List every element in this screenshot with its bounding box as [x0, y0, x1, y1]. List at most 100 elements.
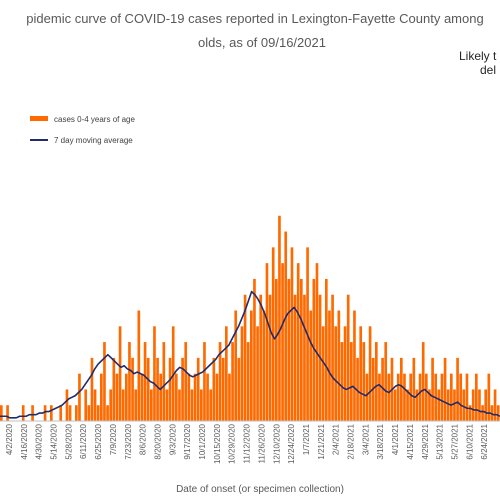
bar-77 — [240, 326, 244, 421]
bar-58 — [181, 357, 184, 421]
x-tick-label-8: 7/23/2020 — [124, 423, 133, 459]
bar-123 — [384, 342, 388, 421]
x-tick-label-22: 2/4/2021 — [332, 423, 341, 455]
bar-92 — [287, 278, 291, 421]
x-tick-label-1: 4/16/2020 — [20, 423, 29, 459]
bar-72 — [225, 326, 228, 421]
bar-156 — [487, 373, 491, 421]
bar-82 — [256, 326, 259, 421]
bar-75 — [234, 310, 238, 421]
bar-52 — [162, 342, 166, 421]
bar-79 — [246, 342, 250, 421]
legend-label-moving-average: 7 day moving average — [54, 136, 133, 145]
bar-45 — [140, 373, 144, 421]
x-tick-label-24: 3/4/2021 — [361, 423, 370, 455]
bar-152 — [475, 373, 478, 421]
bar-120 — [375, 342, 378, 421]
bar-96 — [300, 278, 303, 421]
bar-55 — [171, 326, 175, 421]
bar-50 — [156, 357, 159, 421]
x-tick-label-30: 5/27/2021 — [451, 423, 460, 459]
bar-41 — [128, 342, 131, 421]
x-tick-label-17: 11/26/2020 — [257, 423, 266, 463]
bar-118 — [368, 326, 372, 421]
bar-60 — [187, 373, 191, 421]
bar-47 — [146, 357, 150, 421]
bar-7 — [21, 405, 25, 421]
x-tick-label-26: 4/1/2021 — [391, 423, 400, 455]
bar-71 — [221, 357, 225, 421]
moving-average-line — [0, 290, 500, 419]
bar-124 — [387, 373, 391, 421]
x-tick-label-16: 11/12/2020 — [243, 423, 252, 463]
bar-99 — [309, 310, 313, 421]
bar-106 — [331, 294, 334, 421]
bar-39 — [121, 389, 125, 421]
bar-series — [0, 215, 500, 421]
annotation-line-2: del — [480, 63, 496, 77]
bar-93 — [290, 247, 294, 421]
bar-30 — [93, 389, 97, 421]
bar-32 — [100, 373, 103, 421]
bar-128 — [400, 357, 403, 421]
bar-151 — [471, 389, 475, 421]
bar-36 — [112, 357, 116, 421]
legend-swatch-cases — [30, 116, 48, 121]
bar-148 — [462, 389, 466, 421]
bar-27 — [84, 389, 88, 421]
bar-134 — [418, 373, 422, 421]
bar-49 — [153, 326, 156, 421]
bar-116 — [362, 342, 366, 421]
bar-112 — [350, 342, 353, 421]
bar-90 — [281, 263, 284, 421]
bar-144 — [450, 373, 453, 421]
bar-19 — [59, 405, 63, 421]
bar-149 — [465, 373, 469, 421]
bar-28 — [87, 405, 91, 421]
bar-69 — [215, 373, 219, 421]
bar-97 — [303, 294, 306, 421]
x-axis-title: Date of onset (or specimen collection) — [176, 484, 344, 495]
bar-145 — [453, 389, 456, 421]
bar-158 — [493, 389, 497, 421]
bar-59 — [184, 342, 188, 421]
bar-110 — [343, 326, 347, 421]
bar-81 — [253, 278, 256, 421]
x-tick-label-18: 12/10/2020 — [272, 423, 281, 464]
bar-73 — [228, 373, 231, 421]
x-tick-label-29: 5/13/2021 — [436, 423, 445, 459]
bar-121 — [378, 373, 381, 421]
bar-29 — [90, 357, 94, 421]
x-tick-label-12: 9/17/2020 — [183, 423, 192, 459]
bar-61 — [190, 389, 194, 421]
bar-34 — [106, 405, 109, 421]
bar-130 — [406, 389, 409, 421]
bar-105 — [328, 310, 331, 421]
bar-84 — [262, 310, 266, 421]
annotation-line-1: Likely t — [459, 49, 497, 63]
bar-150 — [468, 405, 472, 421]
bar-133 — [415, 389, 419, 421]
bar-141 — [440, 373, 444, 421]
bar-153 — [478, 389, 481, 421]
bar-94 — [293, 294, 297, 421]
bar-62 — [193, 373, 197, 421]
bar-107 — [334, 326, 338, 421]
bar-154 — [481, 405, 484, 421]
bar-76 — [237, 357, 241, 421]
x-tick-label-31: 6/10/2021 — [465, 423, 474, 459]
bar-103 — [321, 326, 325, 421]
bar-16 — [50, 405, 53, 421]
bar-57 — [178, 389, 181, 421]
bar-127 — [396, 373, 400, 421]
bar-136 — [425, 373, 428, 421]
x-tick-label-10: 8/20/2020 — [154, 423, 163, 459]
x-tick-label-4: 5/28/2020 — [64, 423, 73, 459]
bar-2 — [6, 405, 9, 421]
x-tick-label-28: 4/29/2021 — [421, 423, 430, 459]
bar-91 — [284, 231, 288, 421]
bar-38 — [118, 326, 122, 421]
bar-155 — [484, 389, 488, 421]
bar-115 — [359, 326, 363, 421]
